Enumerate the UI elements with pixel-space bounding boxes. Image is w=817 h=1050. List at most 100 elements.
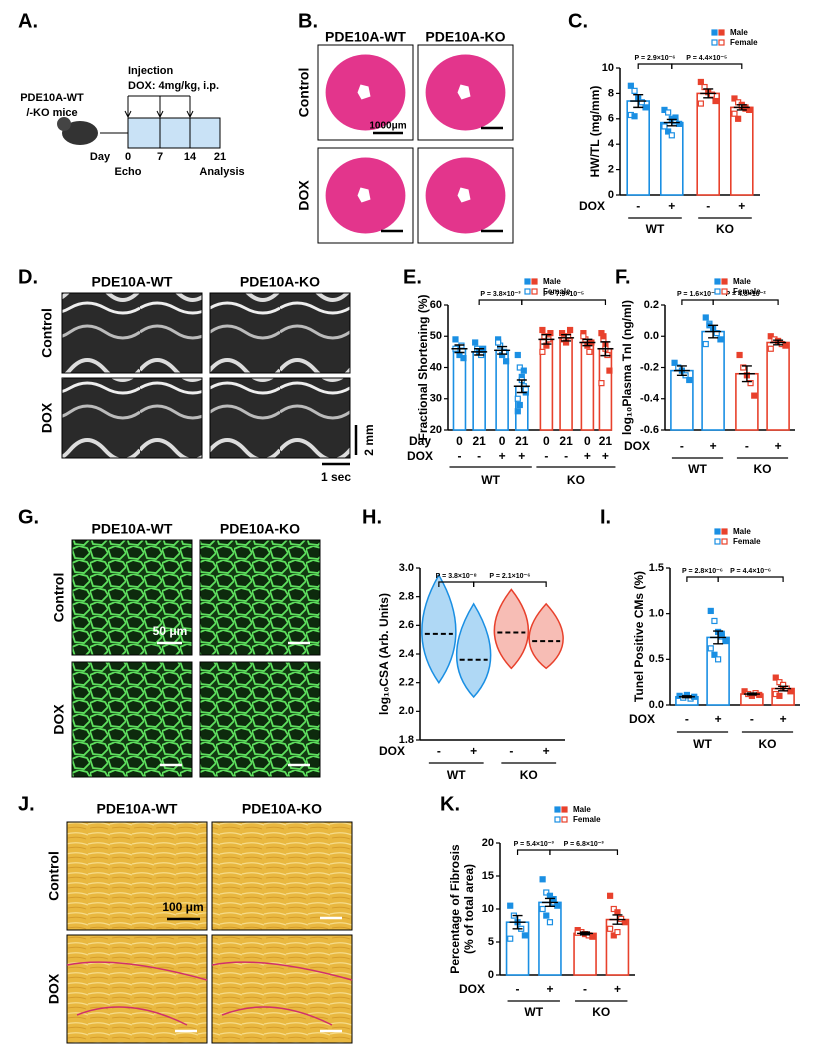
category-label: - bbox=[437, 744, 441, 758]
category-label: - bbox=[745, 439, 749, 453]
error-bar bbox=[743, 692, 760, 696]
data-point bbox=[787, 688, 794, 695]
error-bar bbox=[494, 345, 511, 355]
legend-swatch bbox=[561, 806, 568, 813]
category-label: + bbox=[584, 449, 591, 463]
legend-label: Male bbox=[730, 28, 748, 37]
y-tick-label: 15 bbox=[482, 870, 494, 882]
y-tick-label: 3.0 bbox=[399, 562, 414, 574]
category-label: + bbox=[715, 712, 722, 726]
group-label: WT bbox=[481, 473, 500, 487]
error-bar bbox=[710, 630, 727, 645]
category-axis-label: DOX bbox=[407, 449, 433, 463]
error-bar bbox=[471, 348, 488, 356]
category-label: - bbox=[706, 199, 710, 213]
column-label: PDE10A-KO bbox=[425, 29, 505, 45]
error-bar bbox=[700, 88, 717, 99]
y-axis-label: (% of total area) bbox=[462, 864, 476, 954]
category-label: + bbox=[780, 712, 787, 726]
y-tick-label: 20 bbox=[482, 837, 494, 849]
data-point bbox=[711, 651, 718, 658]
error-bar bbox=[663, 118, 680, 127]
lumen bbox=[457, 187, 471, 203]
data-point bbox=[516, 401, 523, 409]
injection-arrow bbox=[186, 96, 194, 119]
row-label: Control bbox=[39, 308, 55, 358]
y-tick-label: 50 bbox=[430, 330, 442, 342]
lumen bbox=[357, 84, 371, 100]
data-point bbox=[546, 919, 554, 926]
panel-label: B. bbox=[298, 10, 318, 32]
data-point bbox=[751, 392, 758, 399]
data-point bbox=[676, 120, 683, 127]
data-point bbox=[460, 355, 467, 362]
violin bbox=[456, 602, 492, 699]
day-label: 21 bbox=[472, 434, 486, 448]
category-label: - bbox=[685, 712, 689, 726]
data-point bbox=[558, 330, 566, 337]
data-point bbox=[665, 128, 672, 135]
data-point bbox=[589, 933, 596, 940]
legend-swatch bbox=[718, 39, 725, 46]
legend-swatch bbox=[524, 278, 531, 285]
panel-label: D. bbox=[18, 266, 38, 288]
data-point bbox=[638, 99, 645, 106]
micrograph bbox=[71, 539, 193, 656]
p-value: P = 3.8×10⁻⁸ bbox=[436, 573, 477, 580]
data-point bbox=[514, 395, 521, 402]
y-tick-label: 2 bbox=[608, 164, 614, 176]
category-axis-label: DOX bbox=[379, 744, 405, 758]
row-label: Control bbox=[296, 68, 312, 118]
timeline-box bbox=[189, 117, 221, 149]
micrograph bbox=[209, 292, 351, 374]
y-tick-label: 2.8 bbox=[399, 591, 414, 603]
category-axis-label: DOX bbox=[624, 439, 650, 453]
group-label: KO bbox=[592, 1005, 610, 1019]
y-tick-label: 2.6 bbox=[399, 619, 414, 631]
error-bar bbox=[513, 379, 530, 394]
legend-label: Male bbox=[543, 277, 561, 286]
mice-label: PDE10A-WT bbox=[20, 92, 84, 104]
y-tick-label: 0.5 bbox=[649, 653, 664, 665]
error-bar bbox=[558, 333, 575, 342]
error-bar bbox=[673, 365, 690, 377]
day-value: 0 bbox=[125, 151, 131, 163]
data-point bbox=[539, 326, 546, 334]
legend-swatch bbox=[561, 816, 568, 823]
category-label: + bbox=[775, 439, 782, 453]
data-point bbox=[503, 358, 510, 365]
p-value: P = 7.9×10⁻⁵ bbox=[543, 291, 584, 298]
data-point bbox=[717, 336, 724, 343]
p-value: P = 6.8×10⁻³ bbox=[564, 841, 605, 848]
data-point bbox=[507, 902, 514, 909]
scale-label: 1 sec bbox=[321, 470, 351, 484]
error-bar bbox=[733, 104, 750, 111]
panel-label: I. bbox=[600, 506, 611, 528]
day-axis-label: Day bbox=[409, 434, 431, 448]
legend-swatch bbox=[718, 29, 725, 36]
data-point bbox=[586, 348, 593, 355]
data-point bbox=[642, 104, 649, 111]
data-point bbox=[547, 330, 554, 337]
data-point bbox=[520, 367, 527, 374]
column-label: PDE10A-WT bbox=[92, 274, 173, 290]
data-point bbox=[767, 333, 774, 340]
legend-swatch bbox=[531, 278, 538, 285]
legend-label: Male bbox=[573, 805, 591, 814]
y-tick-label: -0.2 bbox=[640, 361, 659, 373]
error-bar bbox=[538, 333, 555, 345]
data-point bbox=[767, 345, 774, 352]
injection-arrow bbox=[156, 96, 164, 119]
legend-swatch bbox=[721, 538, 728, 545]
y-tick-label: 8 bbox=[608, 87, 614, 99]
y-tick-label: 0 bbox=[608, 189, 614, 201]
bar bbox=[598, 347, 613, 431]
legend-swatch bbox=[711, 39, 718, 46]
legend-swatch bbox=[714, 288, 721, 295]
mouse-head bbox=[57, 117, 71, 131]
day-label: 21 bbox=[599, 434, 613, 448]
category-label: - bbox=[750, 712, 754, 726]
data-point bbox=[543, 889, 550, 896]
panel-label: K. bbox=[440, 793, 460, 815]
